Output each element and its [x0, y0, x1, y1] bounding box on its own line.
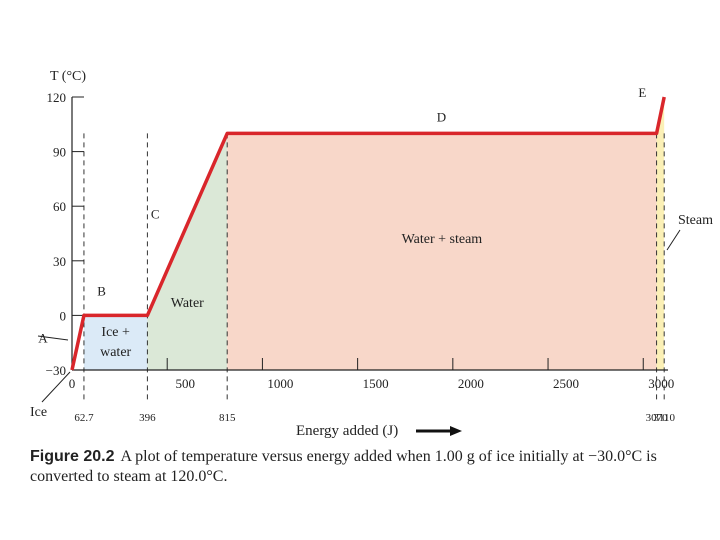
temperature-curve [70, 96, 666, 371]
y-axis-title: T (°C) [50, 69, 86, 84]
x-axis-arrow-head [450, 426, 462, 436]
x-tick-label: 2500 [553, 376, 579, 391]
x-tick-label: 2000 [458, 376, 484, 391]
segment-a-arrow [37, 335, 69, 341]
y-tick-label: 90 [53, 145, 66, 160]
x-tick-label: 1500 [363, 376, 389, 391]
region-label: Water + steam [402, 232, 483, 247]
x-axis-title: Energy added (J) [296, 423, 398, 439]
y-tick-label: 60 [53, 199, 66, 214]
boundary-value-label: 396 [139, 412, 156, 424]
boundary-value-label: 62.7 [74, 412, 94, 424]
y-tick-label: −30 [46, 363, 66, 378]
figure-number: Figure 20.2 [30, 448, 115, 465]
segment-label-e: E [638, 85, 646, 100]
x-tick-label: 0 [69, 376, 76, 391]
segment-label-b: B [97, 283, 106, 298]
region-label: Ice + [101, 325, 130, 340]
x-tick-label: 3000 [648, 376, 674, 391]
y-tick-label: 30 [53, 254, 66, 269]
region-3 [656, 97, 665, 370]
axes [71, 97, 668, 371]
ticks [72, 96, 644, 371]
region-label: Water [171, 296, 204, 311]
segment-label-c: C [151, 206, 160, 221]
x-tick-label: 500 [175, 376, 195, 391]
temperature-series-line [70, 96, 666, 371]
y-tick-label: 0 [60, 308, 67, 323]
boundary-value-label: 3070 [646, 412, 669, 424]
segment-label-d: D [437, 109, 446, 124]
ice-leader-line [41, 371, 71, 403]
caption-text: A plot of temperature versus energy adde… [30, 448, 657, 485]
boundary-value-label: 3110 [653, 412, 675, 424]
ice-label: Ice [30, 405, 47, 420]
segment-label-a: A [38, 331, 48, 346]
x-tick-label: 1000 [267, 376, 293, 391]
figure-caption: Figure 20.2 A plot of temperature versus … [30, 447, 690, 487]
region-0 [83, 315, 148, 370]
region-label: water [100, 345, 131, 360]
region-label-steam: Steam [678, 213, 713, 228]
steam-leader-line [666, 229, 681, 251]
boundary-value-label: 815 [219, 412, 236, 424]
phase-regions [83, 97, 665, 370]
y-tick-label: 120 [47, 90, 67, 105]
region-2 [227, 133, 657, 370]
region-1 [147, 133, 228, 370]
